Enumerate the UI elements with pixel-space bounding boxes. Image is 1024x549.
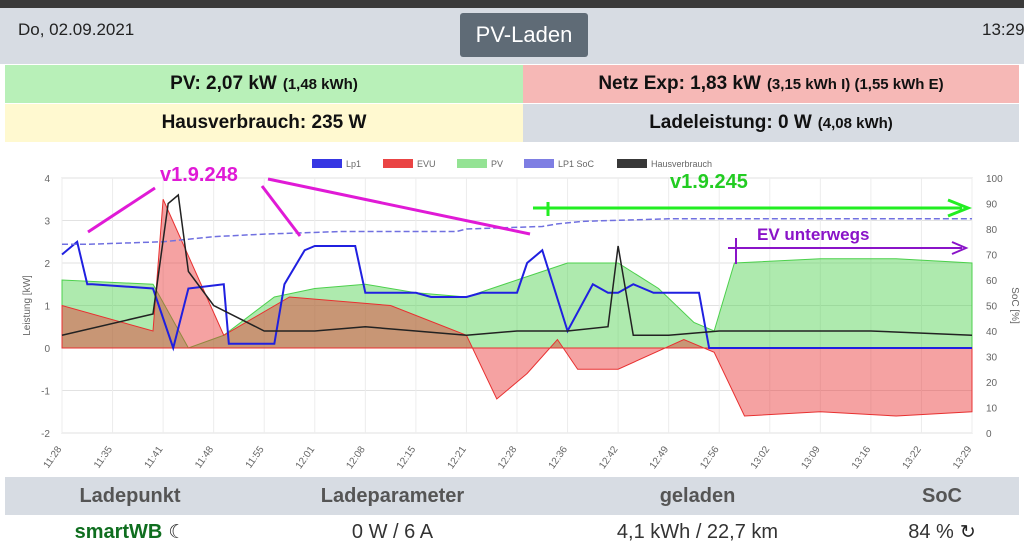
annotation-v245: v1.9.245 [670, 171, 748, 193]
netz-detail: (3,15 kWh I) (1,55 kWh E) [766, 75, 944, 93]
th-geladen: geladen [659, 484, 736, 507]
lade-detail: (4,08 kWh) [817, 114, 893, 132]
y-tick-label: -1 [41, 387, 50, 398]
top-strip [0, 0, 1024, 8]
legend-swatch [617, 159, 647, 168]
x-tick-label: 11:35 [92, 444, 115, 471]
y2-tick-label: 90 [986, 200, 998, 211]
y2-tick-label: 0 [986, 429, 992, 440]
x-tick-label: 11:28 [42, 444, 65, 471]
y2-tick-label: 80 [986, 225, 998, 236]
moon-icon[interactable]: ☾ [168, 521, 186, 543]
y2-tick-label: 70 [986, 251, 998, 262]
legend-swatch [312, 159, 342, 168]
legend-label: LP1 SoC [558, 159, 595, 169]
annotation-arrow-head [951, 241, 969, 255]
y2-tick-label: 40 [986, 327, 998, 338]
evu-series-area [61, 199, 973, 417]
y2-tick-label: 60 [986, 276, 998, 287]
netz-summary: Netz Exp: 1,83 kW (3,15 kWh I) (1,55 kWh… [523, 65, 1019, 103]
x-tick-label: 13:29 [951, 444, 975, 471]
x-tick-label: 13:22 [901, 444, 925, 471]
x-tick-label: 12:56 [698, 444, 722, 471]
legend-swatch [383, 159, 413, 168]
mode-button[interactable]: PV-Laden [460, 13, 588, 57]
haus-label: Hausverbrauch: 235 W [161, 112, 367, 133]
y-tick-label: -2 [41, 429, 50, 440]
y2-tick-label: 50 [986, 302, 998, 313]
legend-label: Hausverbrauch [651, 159, 712, 169]
header-bar: Do, 02.09.2021 PV-Laden 13:29 [0, 8, 1024, 64]
x-tick-label: 12:49 [648, 444, 672, 471]
legend-label: EVU [417, 159, 436, 169]
y2-axis-title: SoC [%] [1009, 287, 1020, 324]
haus-series-line [61, 193, 973, 337]
y-tick-label: 3 [44, 217, 50, 228]
x-tick-label: 11:55 [244, 444, 267, 471]
soc-series-line [62, 218, 972, 246]
table-header: Ladepunkt Ladeparameter geladen SoC [5, 477, 1019, 515]
annotation-arrow-head [947, 198, 973, 218]
y-axis-title: Leistung [kW] [22, 275, 33, 336]
netz-label: Netz Exp: 1,83 kW [598, 73, 761, 94]
annotation-line [267, 177, 531, 236]
refresh-icon[interactable]: ↻ [959, 521, 976, 543]
x-tick-label: 11:41 [143, 444, 166, 471]
th-ladepunkt: Ladepunkt [79, 484, 181, 507]
y2-tick-label: 100 [986, 174, 1003, 185]
y2-tick-label: 30 [986, 353, 998, 364]
y2-tick-label: 20 [986, 378, 998, 389]
pv-series-area [61, 258, 973, 349]
x-tick-label: 13:02 [749, 444, 773, 471]
annotation-line [260, 185, 302, 237]
x-tick-label: 11:48 [193, 444, 216, 471]
chargepoint-cell: smartWB ☾ [5, 515, 255, 549]
pv-summary: PV: 2,07 kW (1,48 kWh) [5, 65, 523, 103]
soc-cell: 84 % ↻ [865, 515, 1019, 549]
x-tick-label: 12:15 [395, 444, 419, 471]
pv-label: PV: 2,07 kW [170, 73, 277, 94]
table-row: smartWB ☾ 0 W / 6 A 4,1 kWh / 22,7 km 84… [5, 515, 1019, 549]
y2-tick-label: 10 [986, 404, 998, 415]
y-tick-label: 1 [44, 302, 50, 313]
legend-label: PV [491, 159, 503, 169]
x-tick-label: 12:36 [547, 444, 571, 471]
legend-swatch [524, 159, 554, 168]
pv-detail: (1,48 kWh) [282, 75, 358, 93]
x-tick-label: 12:01 [294, 444, 318, 471]
y-tick-label: 0 [44, 344, 50, 355]
y-tick-label: 4 [44, 174, 50, 185]
x-tick-label: 13:09 [799, 444, 823, 471]
lade-label: Ladeleistung: 0 W [649, 112, 812, 133]
legend-swatch [457, 159, 487, 168]
annotation-v248: v1.9.248 [160, 164, 238, 186]
legend-label: Lp1 [346, 159, 361, 169]
charged-cell: 4,1 kWh / 22,7 km [616, 520, 779, 543]
x-tick-label: 12:28 [496, 444, 520, 471]
annotation-line [87, 186, 156, 234]
x-tick-label: 13:16 [850, 444, 874, 471]
chargepoint-name[interactable]: smartWB [74, 520, 163, 543]
ladeleistung-summary: Ladeleistung: 0 W (4,08 kWh) [523, 104, 1019, 142]
y-tick-label: 2 [44, 259, 50, 270]
x-tick-label: 12:42 [597, 444, 621, 471]
th-ladeparameter: Ladeparameter [320, 484, 465, 507]
time-text: 13:29 [982, 20, 1024, 39]
th-soc: SoC [922, 484, 962, 507]
params-cell: 0 W / 6 A [351, 520, 434, 543]
x-tick-label: 12:08 [344, 444, 368, 471]
annotation-ev: EV unterwegs [757, 225, 869, 244]
hausverbrauch-summary: Hausverbrauch: 235 W [5, 104, 523, 142]
date-text: Do, 02.09.2021 [18, 20, 135, 39]
soc-value: 84 % [908, 520, 954, 543]
lp1-series-line [61, 239, 972, 352]
x-tick-label: 12:21 [446, 444, 470, 471]
